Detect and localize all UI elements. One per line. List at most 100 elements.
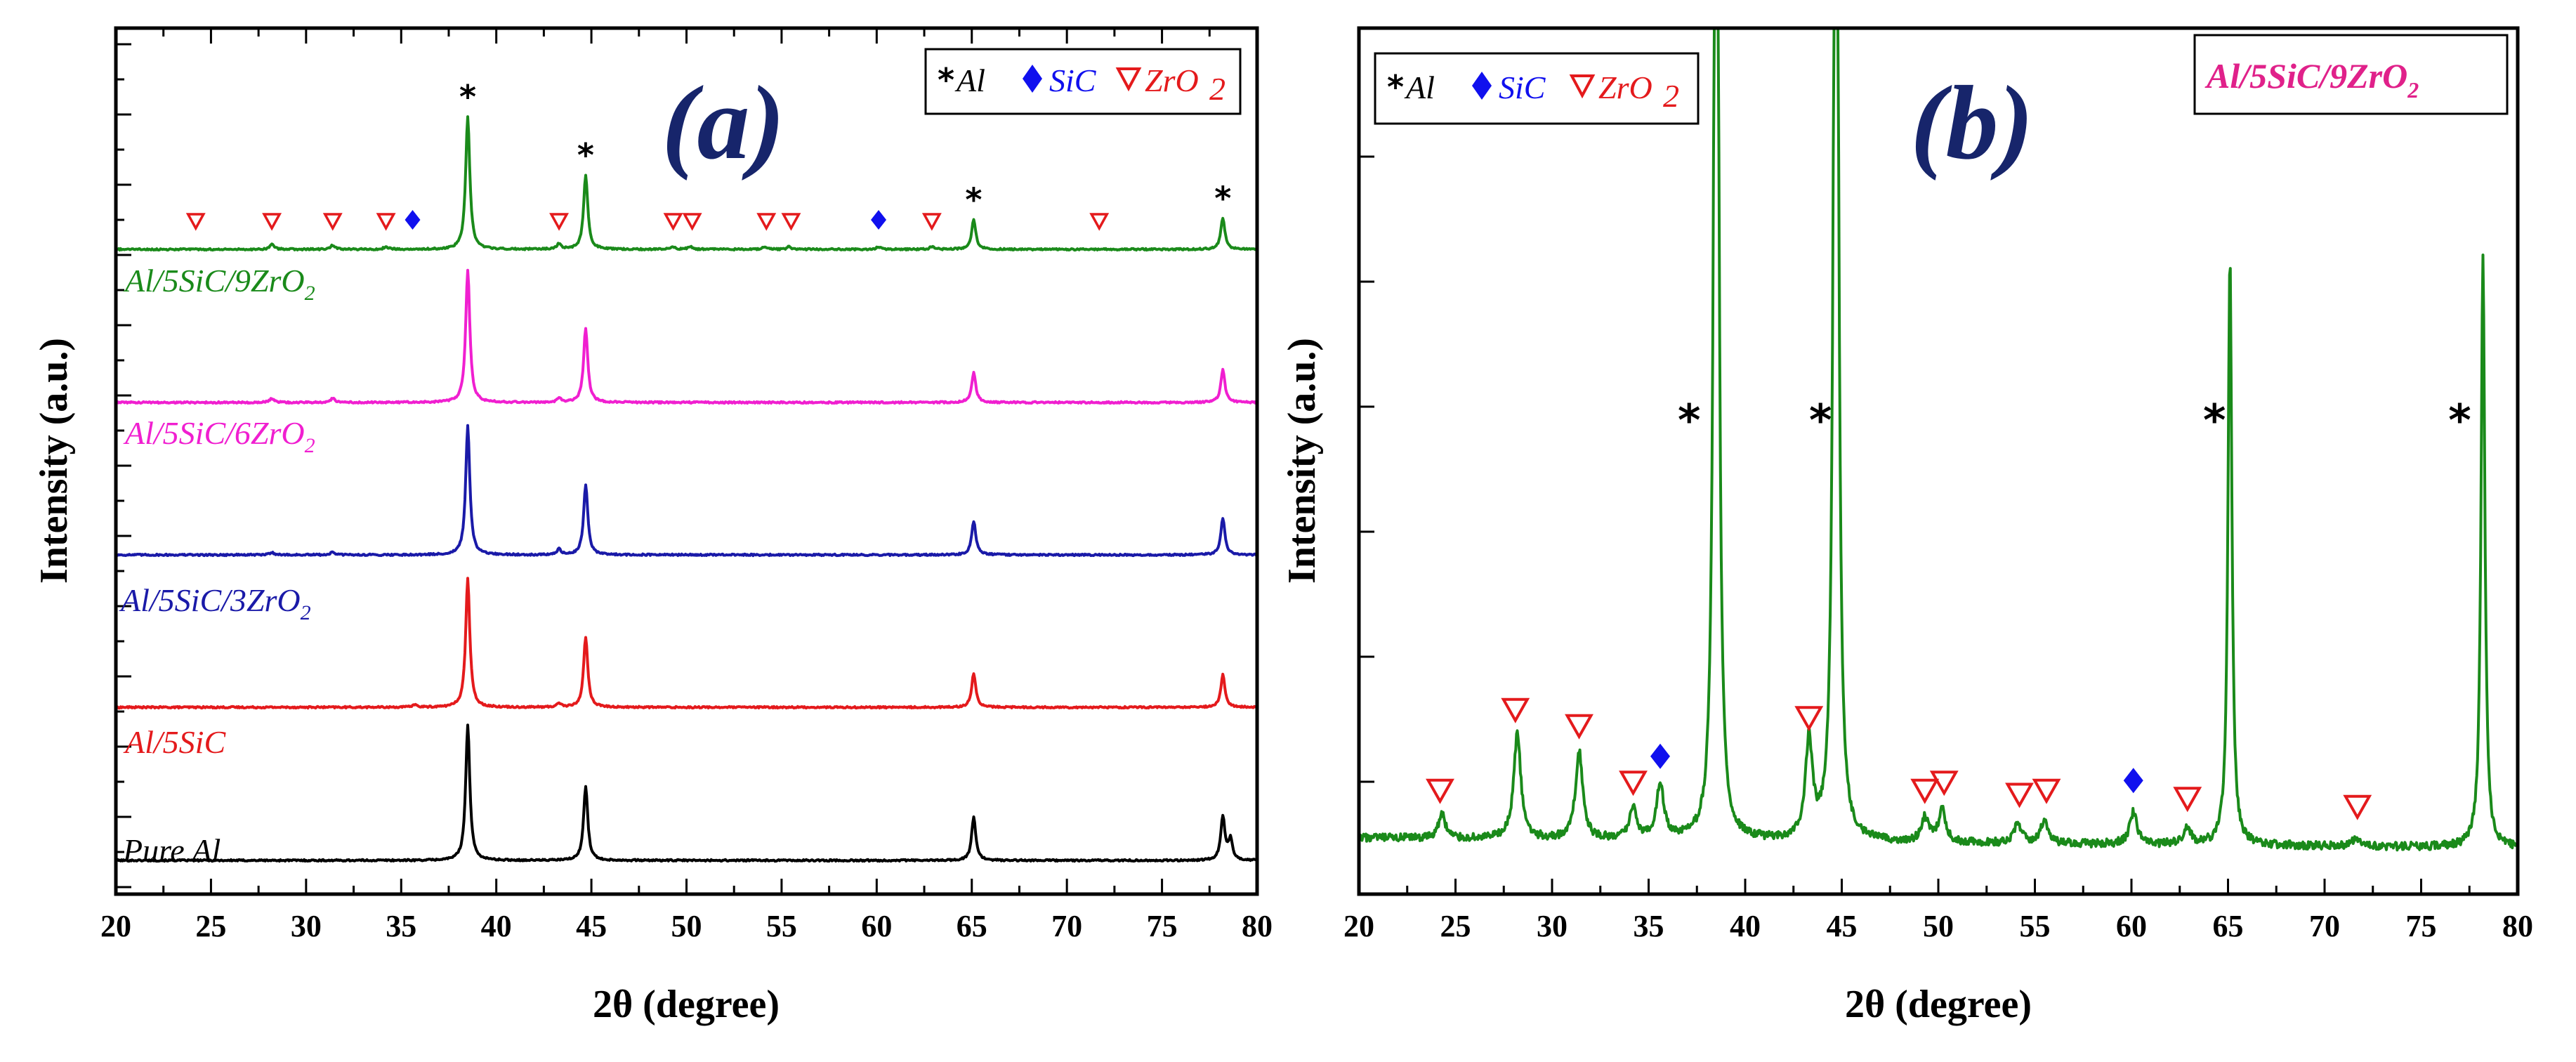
panel-b-zro2-marker-9 xyxy=(2173,787,2202,813)
panel-b-title: (b) xyxy=(1911,65,2034,181)
series-label-al-5sic-9zro2: Al/5SiC/9ZrO2 xyxy=(123,263,315,305)
panel-a-zro2-marker-1 xyxy=(262,213,282,231)
panel-a-x-tick-label-45: 45 xyxy=(576,909,607,943)
panel-b-legend: * Al SiC ZrO 2 xyxy=(1374,52,1700,125)
panel-a-chart: * * * * 20 25 30 35 40 45 50 55 60 65 70 75 80 (a) 2θ (… xyxy=(32,26,1273,1026)
panel-b-zro2-marker-8 xyxy=(2032,778,2061,804)
panel-b-zro2-marker-1 xyxy=(1501,697,1530,723)
panel-b-x-tick-label-75: 75 xyxy=(2406,909,2437,943)
panel-b-legend-sic: SiC xyxy=(1499,70,1546,105)
panel-a-x-tick-label-25: 25 xyxy=(195,909,226,943)
panel-a-series-al-5sic xyxy=(114,577,1258,710)
panel-b-zro2-marker-10 xyxy=(2343,794,2372,820)
panel-b-y-axis-title: Intensity (a.u.) xyxy=(1280,338,1324,584)
panel-a-x-tick-label-40: 40 xyxy=(481,909,512,943)
panel-b-zro2-marker-4 xyxy=(1794,706,1824,732)
panel-b-x-tick-label-25: 25 xyxy=(1440,909,1471,943)
series-label-al-5sic-9zro2-main: Al/5SiC/9ZrO xyxy=(123,263,305,299)
panel-a-x-tick-label-70: 70 xyxy=(1051,909,1082,943)
panel-a-zro2-marker-2 xyxy=(322,213,343,231)
panel-b-sic-marker-1 xyxy=(2123,768,2143,794)
panel-a-x-tick-label-65: 65 xyxy=(957,909,987,943)
series-label-al-5sic-3zro2: Al/5SiC/3ZrO2 xyxy=(119,582,311,624)
panel-b-zro2-marker-2 xyxy=(1565,714,1593,740)
panel-b-x-tick-label-20: 20 xyxy=(1343,909,1374,943)
panel-a-legend-zro2-triangle xyxy=(1115,67,1142,92)
panel-b-plot-area: * * * * xyxy=(1358,27,2519,852)
panel-b-x-tick-label-55: 55 xyxy=(2020,909,2051,943)
panel-b-x-tick-label-40: 40 xyxy=(1730,909,1761,943)
panel-a-sic-marker-1 xyxy=(871,210,887,230)
panel-a-al-peak-star-3: * xyxy=(1214,180,1231,218)
panel-a-al-peak-star-1: * xyxy=(577,136,594,174)
series-label-al-5sic: Al/5SiC xyxy=(123,724,226,760)
panel-a-x-tick-label-55: 55 xyxy=(766,909,797,943)
panel-a-legend-sic-diamond xyxy=(1023,65,1042,93)
panel-a-zro2-marker-4 xyxy=(549,213,570,231)
panel-b-x-tick-label-65: 65 xyxy=(2213,909,2244,943)
panel-b-zro2-marker-3 xyxy=(1619,771,1648,796)
panel-a-legend-al: Al xyxy=(954,63,985,98)
panel-b-x-tick-label-70: 70 xyxy=(2309,909,2340,943)
panel-a-zro2-marker-7 xyxy=(756,213,777,231)
panel-b-x-tick-label-60: 60 xyxy=(2116,909,2147,943)
panel-a-legend-zro2-sub: 2 xyxy=(1209,71,1225,107)
panel-b-series-group xyxy=(1358,27,2519,852)
panel-a-legend-box xyxy=(924,48,1242,115)
panel-b-legend-al: Al xyxy=(1404,70,1435,105)
panel-b-zro2-marker-0 xyxy=(1426,778,1454,804)
panel-b-sample-title-main: Al/5SiC/9ZrO xyxy=(2204,56,2407,96)
panel-b-al-peak-star-2: * xyxy=(2203,395,2226,446)
panel-b-sample-title-text: Al/5SiC/9ZrO2 xyxy=(2204,56,2419,103)
panel-a-x-tick-labels: 20 25 30 35 40 45 50 55 60 65 70 75 80 xyxy=(100,909,1273,943)
panel-a-zro2-marker-3 xyxy=(376,213,396,231)
panel-b-legend-zro2: ZrO xyxy=(1598,70,1652,105)
panel-b-sample-title: Al/5SiC/9ZrO2 xyxy=(2193,34,2509,115)
panel-b-ticks xyxy=(1358,155,2519,894)
panel-b-x-tick-label-35: 35 xyxy=(1634,909,1664,943)
panel-a-sic-marker-0 xyxy=(405,210,421,230)
panel-a-x-axis-title: 2θ (degree) xyxy=(593,983,780,1026)
series-label-al-5sic-6zro2: Al/5SiC/6ZrO2 xyxy=(123,415,315,457)
panel-b-sample-title-sub: 2 xyxy=(2407,77,2419,103)
series-label-al-5sic-6zro2-main: Al/5SiC/6ZrO xyxy=(123,415,305,451)
panel-b-chart: * * * * 20 25 30 35 40 45 50 55 60 65 70 75 80 (b) 2θ (… xyxy=(1280,26,2533,1026)
series-label-al-5sic-3zro2-sub: 2 xyxy=(301,601,311,624)
panel-a-al-peak-star-2: * xyxy=(965,181,982,219)
panel-a-zro2-marker-10 xyxy=(1089,213,1110,231)
panel-b-sic-marker-0 xyxy=(1650,743,1670,769)
panel-b-x-tick-label-30: 30 xyxy=(1537,909,1568,943)
panel-a-zro2-marker-6 xyxy=(682,213,702,231)
panel-b-x-tick-labels: 20 25 30 35 40 45 50 55 60 65 70 75 80 xyxy=(1343,909,2533,943)
panel-b-al-peak-star-3: * xyxy=(2448,395,2471,446)
panel-a-plot-area: * * * * xyxy=(114,78,1259,863)
panel-a-series-al-5sic-3zro2 xyxy=(115,424,1259,558)
panel-a-al-peak-star-0: * xyxy=(459,78,476,116)
panel-a-x-tick-label-75: 75 xyxy=(1147,909,1178,943)
series-label-al-5sic-3zro2-main: Al/5SiC/3ZrO xyxy=(119,582,301,618)
panel-a-legend-zro2: ZrO xyxy=(1145,63,1199,98)
panel-b-legend-zro2-triangle xyxy=(1569,74,1596,99)
panel-a-zro2-marker-8 xyxy=(781,213,801,231)
panel-a-ticks xyxy=(114,28,1259,894)
panel-b-zro2-marker-6 xyxy=(1929,771,1959,796)
panel-b-phase-markers: * * * * xyxy=(1426,395,2471,820)
panel-a-series-al-5sic-6zro2 xyxy=(115,268,1259,405)
panel-b-x-tick-label-80: 80 xyxy=(2502,909,2533,943)
panel-b-zro2-marker-7 xyxy=(2005,782,2034,808)
panel-b-zro2-marker-5 xyxy=(1910,778,1940,804)
panel-a-legend-sic: SiC xyxy=(1049,63,1097,98)
panel-b-legend-al-symbol: * xyxy=(1387,68,1404,106)
panel-a-x-tick-label-30: 30 xyxy=(291,909,322,943)
panel-a-title: (a) xyxy=(662,65,785,181)
panel-a-zro2-marker-9 xyxy=(921,213,942,231)
panel-a-y-axis-title: Intensity (a.u.) xyxy=(32,338,76,584)
panel-a-x-tick-label-80: 80 xyxy=(1242,909,1273,943)
panel-b-x-axis-title: 2θ (degree) xyxy=(1845,983,2032,1026)
panel-a-x-tick-label-50: 50 xyxy=(671,909,702,943)
panel-b-legend-zro2-sub: 2 xyxy=(1663,78,1679,114)
panel-a-phase-markers: * * * * xyxy=(185,78,1231,231)
series-label-pure-al: Pure Al xyxy=(122,832,221,868)
panel-b-al-peak-star-0: * xyxy=(1678,395,1700,446)
